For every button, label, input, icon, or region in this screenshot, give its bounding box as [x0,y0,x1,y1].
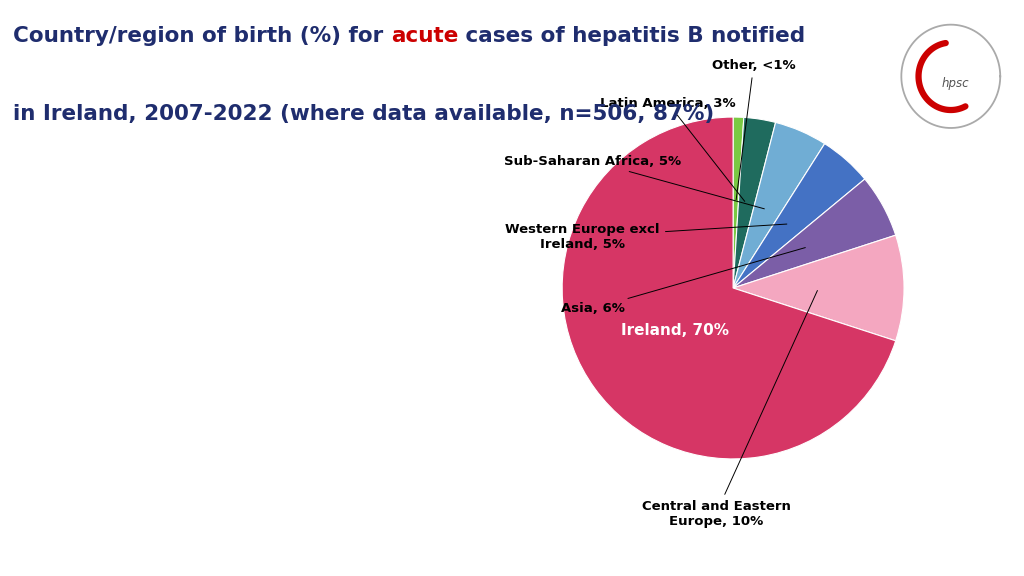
Text: Asia, 6%: Asia, 6% [561,248,805,315]
Text: Other, <1%: Other, <1% [712,59,796,200]
Wedge shape [733,118,775,288]
Text: hpsc: hpsc [941,77,969,89]
Wedge shape [733,117,743,288]
Wedge shape [733,143,865,288]
Wedge shape [733,179,896,288]
Text: in Ireland, 2007-2022 (where data available, n=506, 87%): in Ireland, 2007-2022 (where data availa… [13,104,715,124]
Text: Western Europe excl
Ireland, 5%: Western Europe excl Ireland, 5% [506,223,786,251]
Text: cases of hepatitis B notified: cases of hepatitis B notified [459,26,806,46]
Wedge shape [562,117,896,459]
Text: Sub-Saharan Africa, 5%: Sub-Saharan Africa, 5% [505,155,764,209]
Text: acute: acute [391,26,459,46]
Text: Ireland, 70%: Ireland, 70% [621,323,729,338]
Wedge shape [733,235,904,341]
Text: Latin America, 3%: Latin America, 3% [600,97,744,202]
Text: Country/region of birth (%) for: Country/region of birth (%) for [13,26,391,46]
Wedge shape [733,123,824,288]
Text: Central and Eastern
Europe, 10%: Central and Eastern Europe, 10% [642,290,817,528]
